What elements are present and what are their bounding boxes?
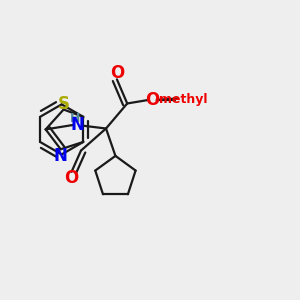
Text: methyl: methyl — [159, 93, 207, 106]
Text: N: N — [70, 116, 84, 134]
Text: O: O — [146, 91, 160, 109]
Text: O: O — [64, 169, 78, 187]
Text: H: H — [70, 112, 80, 125]
Text: O: O — [110, 64, 124, 82]
Text: N: N — [54, 147, 68, 165]
Text: S: S — [58, 95, 70, 113]
